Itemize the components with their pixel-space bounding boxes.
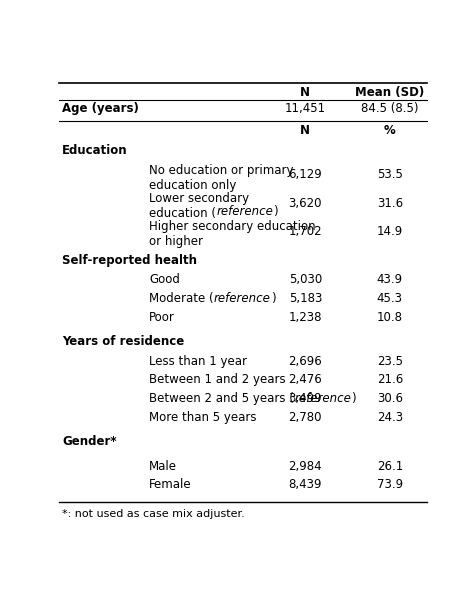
Text: Age (years): Age (years) bbox=[62, 102, 139, 115]
Text: Years of residence: Years of residence bbox=[62, 335, 184, 348]
Text: 23.5: 23.5 bbox=[377, 355, 403, 368]
Text: 43.9: 43.9 bbox=[377, 274, 403, 286]
Text: N: N bbox=[301, 124, 310, 137]
Text: 31.6: 31.6 bbox=[377, 197, 403, 210]
Text: 8,439: 8,439 bbox=[289, 478, 322, 491]
Text: 3,620: 3,620 bbox=[289, 197, 322, 210]
Text: 2,476: 2,476 bbox=[289, 373, 322, 387]
Text: 10.8: 10.8 bbox=[377, 311, 403, 324]
Text: 21.6: 21.6 bbox=[377, 373, 403, 387]
Text: *: not used as case mix adjuster.: *: not used as case mix adjuster. bbox=[62, 509, 245, 519]
Text: Good: Good bbox=[149, 274, 180, 286]
Text: Less than 1 year: Less than 1 year bbox=[149, 355, 247, 368]
Text: %: % bbox=[384, 124, 396, 137]
Text: ): ) bbox=[271, 292, 275, 305]
Text: 30.6: 30.6 bbox=[377, 392, 403, 405]
Text: 5,183: 5,183 bbox=[289, 292, 322, 305]
Text: 3,499: 3,499 bbox=[289, 392, 322, 405]
Text: Between 1 and 2 years: Between 1 and 2 years bbox=[149, 373, 286, 387]
Text: 24.3: 24.3 bbox=[377, 411, 403, 424]
Text: N: N bbox=[301, 86, 310, 99]
Text: More than 5 years: More than 5 years bbox=[149, 411, 257, 424]
Text: Self-reported health: Self-reported health bbox=[62, 254, 197, 266]
Text: reference: reference bbox=[294, 392, 351, 405]
Text: 5,030: 5,030 bbox=[289, 274, 322, 286]
Text: 45.3: 45.3 bbox=[377, 292, 403, 305]
Text: 2,780: 2,780 bbox=[289, 411, 322, 424]
Text: Mean (SD): Mean (SD) bbox=[355, 86, 425, 99]
Text: 73.9: 73.9 bbox=[377, 478, 403, 491]
Text: Poor: Poor bbox=[149, 311, 175, 324]
Text: Female: Female bbox=[149, 478, 192, 491]
Text: 1,702: 1,702 bbox=[289, 225, 322, 238]
Text: Gender*: Gender* bbox=[62, 435, 117, 448]
Text: Higher secondary education
or higher: Higher secondary education or higher bbox=[149, 220, 316, 248]
Text: 53.5: 53.5 bbox=[377, 169, 403, 181]
Text: 2,696: 2,696 bbox=[289, 355, 322, 368]
Text: Lower secondary
education (: Lower secondary education ( bbox=[149, 192, 249, 220]
Text: reference: reference bbox=[214, 292, 271, 305]
Text: 2,984: 2,984 bbox=[289, 460, 322, 472]
Text: ): ) bbox=[351, 392, 356, 405]
Text: 6,129: 6,129 bbox=[289, 169, 322, 181]
Text: 84.5 (8.5): 84.5 (8.5) bbox=[361, 102, 419, 115]
Text: Between 2 and 5 years (: Between 2 and 5 years ( bbox=[149, 392, 294, 405]
Text: Moderate (: Moderate ( bbox=[149, 292, 214, 305]
Text: 11,451: 11,451 bbox=[285, 102, 326, 115]
Text: 1,238: 1,238 bbox=[289, 311, 322, 324]
Text: No education or primary
education only: No education or primary education only bbox=[149, 164, 294, 191]
Text: Education: Education bbox=[62, 144, 128, 157]
Text: 26.1: 26.1 bbox=[377, 460, 403, 472]
Text: 14.9: 14.9 bbox=[377, 225, 403, 238]
Text: reference: reference bbox=[216, 205, 273, 217]
Text: Male: Male bbox=[149, 460, 177, 472]
Text: ): ) bbox=[273, 205, 278, 217]
